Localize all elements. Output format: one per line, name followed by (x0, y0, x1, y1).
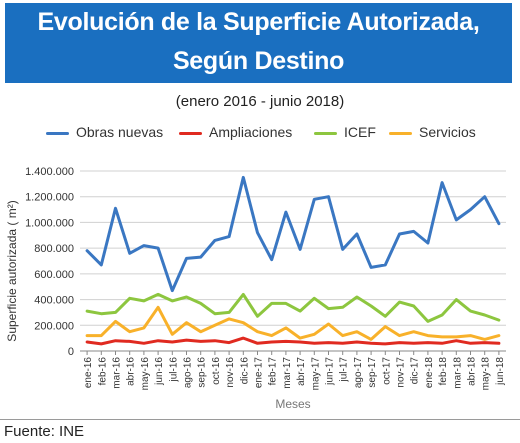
legend-label-servicios: Servicios (419, 124, 476, 140)
x-tick-label: dic-17 (410, 357, 421, 385)
x-tick-label: mar-16 (112, 357, 123, 389)
y-tick-label: 1.000.000 (25, 217, 74, 229)
legend-swatch-servicios (389, 132, 412, 135)
x-tick-label: may-16 (140, 357, 151, 391)
x-tick-label: jun-18 (495, 357, 506, 386)
legend-swatch-obras-nuevas (46, 132, 69, 135)
y-tick-label: 800.000 (34, 243, 74, 255)
y-axis-title: Superficie autorizada ( m²) (5, 200, 19, 341)
x-tick-label: abr-17 (296, 357, 307, 386)
y-tick-label: 400.000 (34, 295, 74, 307)
x-tick-label: sep-16 (197, 357, 208, 388)
x-tick-label: ago-16 (183, 357, 194, 389)
chart-title-line-1: Evolución de la Superficie Autorizada, (37, 8, 480, 36)
x-tick-label: ene-17 (254, 357, 265, 389)
title-banner: Evolución de la Superficie Autorizada, S… (5, 3, 512, 83)
x-tick-label: nov-16 (225, 357, 236, 388)
y-tick-label: 1.200.000 (25, 192, 74, 204)
line-chart: 0 200.000 400.000 600.000 800.000 1.000.000 1.… (5, 166, 506, 411)
chart-legend: Obras nuevas Ampliaciones ICEF Servicios (46, 124, 506, 142)
y-tick-label: 1.400.000 (25, 166, 74, 178)
legend-swatch-icef (314, 132, 337, 135)
legend-label-obras-nuevas: Obras nuevas (76, 124, 164, 140)
x-tick-label: may-18 (481, 357, 492, 391)
footer-divider (0, 419, 520, 420)
chart-title-line-2: Según Destino (172, 47, 345, 75)
x-tick-label: ene-16 (83, 357, 94, 389)
x-tick-label: oct-17 (381, 357, 392, 385)
x-tick-label: feb-16 (97, 357, 108, 386)
x-tick-label: jun-17 (325, 357, 336, 386)
x-axis-title: Meses (275, 397, 310, 411)
x-tick-label: abr-16 (126, 357, 137, 386)
x-tick-label: may-17 (310, 357, 321, 391)
legend-label-icef: ICEF (344, 124, 376, 140)
series-line-obras-nuevas (85, 175, 501, 293)
x-tick-label: mar-18 (452, 357, 463, 389)
x-tick-label: nov-17 (396, 357, 407, 388)
x-tick-label: jul-17 (339, 357, 350, 383)
y-tick-label: 200.000 (34, 320, 74, 332)
x-tick-label: jul-16 (168, 357, 179, 383)
x-tick-label: ene-18 (424, 357, 435, 389)
series-line-ampliaciones (85, 336, 501, 346)
x-tick-label: sep-17 (367, 357, 378, 388)
legend-swatch-ampliaciones (179, 132, 202, 135)
x-tick-label: feb-18 (438, 357, 449, 386)
x-tick-label: mar-17 (282, 357, 293, 389)
x-tick-label: dic-16 (239, 357, 250, 385)
x-tick-label: jun-16 (154, 357, 165, 386)
y-tick-label: 600.000 (34, 269, 74, 281)
chart-subtitle: (enero 2016 - junio 2018) (175, 93, 345, 110)
x-tick-label: abr-18 (467, 357, 478, 386)
x-tick-label: ago-17 (353, 357, 364, 389)
y-tick-label: 0 (68, 346, 74, 358)
x-tick-label: oct-16 (211, 357, 222, 385)
source-note: Fuente: INE (4, 423, 85, 440)
series-line-servicios (85, 305, 501, 341)
series-line-icef (85, 292, 501, 323)
x-tick-label: feb-17 (268, 357, 279, 386)
legend-label-ampliaciones: Ampliaciones (209, 124, 293, 140)
